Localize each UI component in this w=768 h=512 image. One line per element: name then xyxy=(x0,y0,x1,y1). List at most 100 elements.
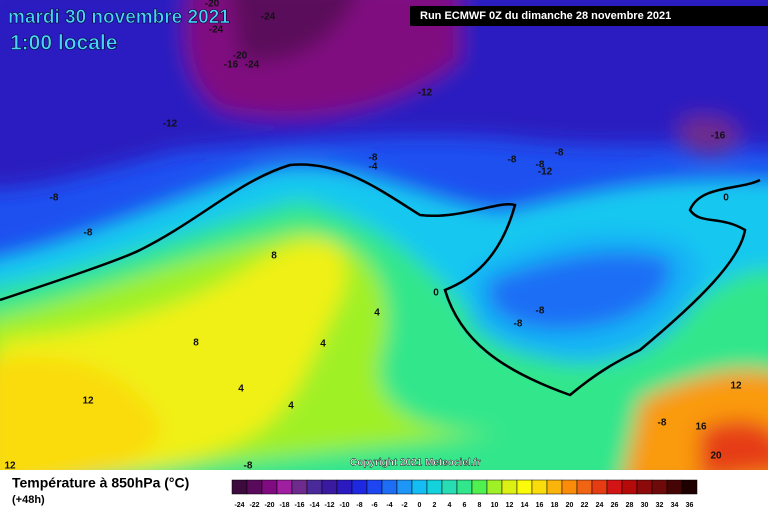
scale-label: 0 xyxy=(418,502,422,509)
scale-label: 2 xyxy=(433,502,437,509)
scale-swatch xyxy=(651,479,668,495)
scale-label: -14 xyxy=(309,502,319,509)
contour-label: -20 xyxy=(205,0,220,10)
scale-label: 20 xyxy=(566,502,574,509)
local-time: 1:00 locale xyxy=(10,32,117,55)
run-box xyxy=(410,6,768,26)
map-field xyxy=(0,0,768,470)
scale-swatch xyxy=(606,479,623,495)
legend-title: Température à 850hPa (°C) xyxy=(12,475,189,491)
contour-label: 4 xyxy=(238,384,244,395)
scale-swatch xyxy=(516,479,533,495)
scale-label: 4 xyxy=(448,502,452,509)
scale-swatch xyxy=(681,479,698,495)
contour-label: 4 xyxy=(288,401,294,412)
scale-label: -4 xyxy=(386,502,392,509)
scale-swatch xyxy=(636,479,653,495)
contour-label: 0 xyxy=(433,288,439,299)
contour-label: 4 xyxy=(320,339,326,350)
scale-swatch xyxy=(261,479,278,495)
scale-label: 36 xyxy=(686,502,694,509)
scale-swatch xyxy=(246,479,263,495)
contour-label: -8 xyxy=(508,155,517,166)
scale-swatch xyxy=(396,479,413,495)
contour-label: 8 xyxy=(193,338,199,349)
scale-label: -10 xyxy=(339,502,349,509)
scale-label: -20 xyxy=(264,502,274,509)
contour-label: 12 xyxy=(82,396,94,407)
contour-label: -20 xyxy=(233,51,248,62)
contour-label: -12 xyxy=(418,88,433,99)
contour-label: -8 xyxy=(536,160,545,171)
contour-label: -24 xyxy=(209,25,224,36)
run-info: Run ECMWF 0Z du dimanche 28 novembre 202… xyxy=(420,10,671,22)
scale-label: 6 xyxy=(463,502,467,509)
scale-swatch xyxy=(441,479,458,495)
contour-label: 12 xyxy=(730,381,742,392)
scale-label: -24 xyxy=(234,502,244,509)
scale-swatch xyxy=(276,479,293,495)
scale-label: 16 xyxy=(536,502,544,509)
scale-label: -22 xyxy=(249,502,259,509)
contour-label: -8 xyxy=(244,461,253,472)
scale-label: 18 xyxy=(551,502,559,509)
scale-swatch xyxy=(486,479,503,495)
scale-label: 14 xyxy=(521,502,529,509)
scale-swatch xyxy=(411,479,428,495)
scale-label: 26 xyxy=(611,502,619,509)
scale-swatch xyxy=(381,479,398,495)
scale-swatch xyxy=(321,479,338,495)
scale-label: -2 xyxy=(401,502,407,509)
scale-swatch xyxy=(561,479,578,495)
scale-label: 28 xyxy=(626,502,634,509)
scale-label: 8 xyxy=(478,502,482,509)
contour-label: -16 xyxy=(711,131,726,142)
contour-label: 4 xyxy=(374,308,380,319)
scale-label: 24 xyxy=(596,502,604,509)
contour-label: -12 xyxy=(538,167,553,178)
scale-swatch xyxy=(456,479,473,495)
scale-swatch xyxy=(426,479,443,495)
contour-label: -8 xyxy=(369,153,378,164)
contour-label: 16 xyxy=(695,422,707,433)
scale-swatch xyxy=(336,479,353,495)
scale-swatch xyxy=(666,479,683,495)
contour-label: -8 xyxy=(658,418,667,429)
scale-label: 22 xyxy=(581,502,589,509)
scale-swatch xyxy=(501,479,518,495)
scale-swatch xyxy=(531,479,548,495)
scale-label: 32 xyxy=(656,502,664,509)
contour-label: -8 xyxy=(536,306,545,317)
contour-label: -8 xyxy=(555,148,564,159)
scale-swatch xyxy=(576,479,593,495)
contour-label: 20 xyxy=(710,451,722,462)
contour-label: -24 xyxy=(245,60,260,71)
contour-label: -8 xyxy=(84,228,93,239)
scale-label: -6 xyxy=(371,502,377,509)
scale-swatch xyxy=(591,479,608,495)
scale-swatch xyxy=(621,479,638,495)
scale-label: 30 xyxy=(641,502,649,509)
contour-label: -4 xyxy=(369,162,378,173)
copyright: Copyright 2021 Meteociel.fr xyxy=(350,458,481,469)
scale-swatch xyxy=(471,479,488,495)
contour-label: -12 xyxy=(163,119,178,130)
contour-label: -24 xyxy=(261,12,276,23)
contour-label: 12 xyxy=(4,461,16,472)
contour-label: 0 xyxy=(723,193,729,204)
contour-label: 8 xyxy=(271,251,277,262)
scale-swatch xyxy=(351,479,368,495)
scale-swatch xyxy=(231,479,248,495)
scale-label: -18 xyxy=(279,502,289,509)
scale-label: -16 xyxy=(294,502,304,509)
contour-label: -16 xyxy=(224,60,239,71)
scale-swatch xyxy=(291,479,308,495)
scale-label: 34 xyxy=(671,502,679,509)
scale-swatch xyxy=(306,479,323,495)
scale-label: 12 xyxy=(506,502,514,509)
scale-swatch xyxy=(366,479,383,495)
contour-label: -8 xyxy=(514,319,523,330)
date: mardi 30 novembre 2021 xyxy=(8,7,230,28)
scale-label: -12 xyxy=(324,502,334,509)
